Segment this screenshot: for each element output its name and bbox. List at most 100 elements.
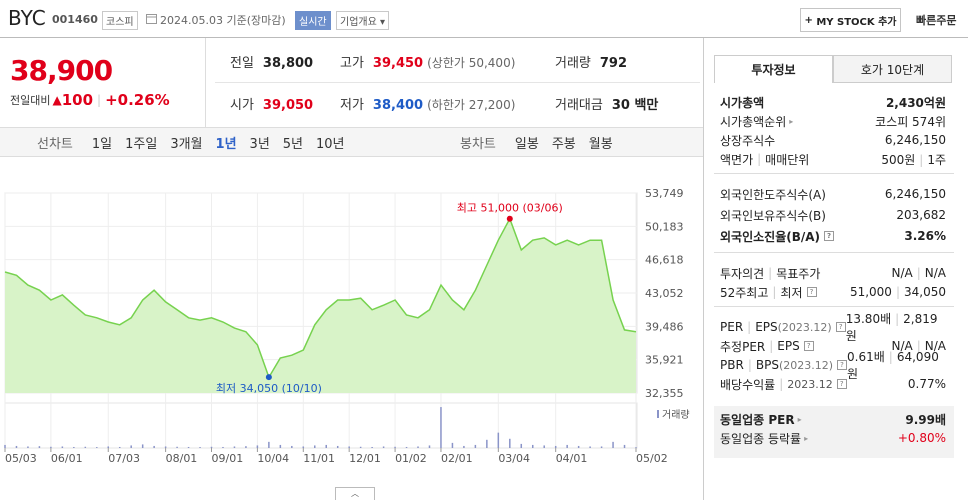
info-label: 투자의견 | 목표주가 [720, 265, 820, 282]
label-part: 투자의견 [720, 266, 765, 281]
separator: | [919, 152, 924, 167]
summary-label: 전일 [230, 56, 254, 71]
info-row: 상장주식수 6,246,150 [720, 131, 946, 149]
volume-bar [428, 445, 431, 448]
period-tab[interactable]: 3년 [249, 137, 270, 152]
quick-order[interactable]: 빠른주문 [916, 14, 957, 27]
summary-value: 39,050 [262, 98, 314, 113]
value-part: 9.99배 [905, 412, 946, 427]
volume-bar [589, 446, 591, 448]
value-part: 34,050 [904, 285, 946, 299]
info-label: 추정PER | EPS? [720, 338, 814, 355]
help-icon: ? [824, 231, 835, 241]
separator: | [895, 285, 900, 299]
help-icon: ? [836, 379, 847, 389]
company-info-button[interactable]: 기업개요 ▾ [336, 11, 390, 30]
line-chart-tabs: 선차트 1일 1주일 3개월 1년 3년 5년 10년 [37, 133, 345, 152]
arrow-icon: ▸ [789, 116, 794, 126]
y-tick-label: 50,183 [645, 220, 684, 233]
x-tick-label: 01/02 [395, 452, 427, 465]
period-tab[interactable]: 3개월 [170, 137, 203, 152]
info-row: 외국인한도주식수(A) 6,246,150 [720, 185, 946, 203]
price-area [5, 218, 636, 393]
value-part: N/A [891, 266, 913, 280]
x-tick-label: 11/01 [303, 452, 335, 465]
info-value: 6,246,150 [885, 133, 946, 147]
period-tab[interactable]: 1일 [91, 137, 113, 152]
volume-bar [520, 443, 523, 448]
volume-bar [187, 446, 190, 448]
volume-bar [359, 446, 362, 448]
help-icon: ? [837, 360, 848, 370]
volume-bar [4, 444, 6, 448]
volume-label: 거래량 [662, 409, 690, 421]
help-icon: ? [835, 322, 846, 332]
y-tick-label: 35,921 [645, 354, 684, 367]
candle-tab[interactable]: 일봉 [514, 137, 539, 152]
x-tick-label: 10/04 [257, 452, 289, 465]
volume-bar [118, 446, 121, 448]
x-tick-label: 05/02 [636, 452, 668, 465]
volume-bar [222, 446, 224, 448]
summary-item: 저가 38,400 (하한가 27,200) [340, 94, 515, 113]
value-part: 500원 [881, 152, 916, 167]
separator: | [97, 93, 102, 107]
label-part: 추정PER [720, 339, 766, 354]
volume-bar [38, 446, 41, 448]
info-value: 203,682 [896, 208, 946, 222]
volume-bar [27, 446, 29, 448]
info-row: 시가총액 2,430억원 [720, 93, 946, 111]
volume-bar [486, 439, 488, 448]
separator: | [747, 320, 752, 334]
volume-bar [371, 446, 373, 448]
volume-bar [531, 444, 534, 448]
period-tab[interactable]: 5년 [282, 137, 304, 152]
x-tick-label: 09/01 [212, 452, 244, 465]
realtime-badge[interactable]: 실시간 [295, 11, 331, 30]
info-row: 추정PER | EPS? N/A | N/A [720, 337, 946, 355]
info-value: 9.99배 [905, 411, 946, 428]
info-value: 500원 | 1주 [881, 151, 946, 168]
summary-value: 39,450 [372, 56, 424, 71]
summary-value: 38,400 [372, 98, 424, 113]
info-row: 동일업종 PER ▸ 9.99배 [720, 410, 946, 428]
label-part: EPS [777, 339, 800, 353]
label-part: 최저 [780, 285, 803, 300]
side-tab[interactable]: 투자정보 [714, 55, 833, 83]
period-tab[interactable]: 1년 [215, 137, 237, 152]
basis: 기준(장마감) [226, 14, 286, 27]
collapse-button[interactable]: ︿ [335, 487, 375, 500]
info-label: 동일업종 PER ▸ [720, 411, 802, 428]
info-value: N/A | N/A [891, 266, 946, 280]
candle-tab[interactable]: 월봉 [588, 137, 613, 152]
volume-bar [325, 444, 327, 448]
info-value: 51,000 | 34,050 [850, 285, 946, 299]
period-tab[interactable]: 1주일 [125, 137, 158, 152]
summary-item: 거래량 792 [555, 52, 627, 71]
info-row: 외국인보유주식수(B) 203,682 [720, 206, 946, 224]
value-part: 1주 [927, 152, 946, 167]
volume-bar [554, 445, 557, 448]
side-divider [703, 38, 704, 500]
volume-bar [451, 442, 454, 448]
my-stock-button[interactable]: + MY STOCK 추가 [800, 8, 901, 32]
label-part: 배당수익률 [720, 377, 776, 392]
volume-bar [233, 446, 236, 448]
y-tick-label: 43,052 [645, 287, 684, 300]
volume-bar [474, 444, 477, 448]
y-tick-label: 53,749 [645, 187, 684, 200]
date-line: 2024.05.03 기준(장마감) [160, 12, 286, 28]
candle-tab[interactable]: 주봉 [551, 137, 576, 152]
volume-bar [256, 445, 259, 448]
volume-bar [336, 445, 339, 448]
volume-bar [153, 445, 155, 448]
volume-frame [4, 402, 638, 449]
value-part: 코스피 574위 [875, 114, 946, 129]
volume-bar [302, 446, 305, 448]
info-row: 52주최고 | 최저? 51,000 | 34,050 [720, 283, 946, 301]
x-tick-label: 02/01 [441, 452, 473, 465]
period-tab[interactable]: 10년 [316, 137, 345, 152]
side-tab[interactable]: 호가 10단계 [833, 55, 952, 83]
up-arrow: ▲ [52, 93, 62, 107]
company-info: 기업개요 [340, 17, 377, 28]
